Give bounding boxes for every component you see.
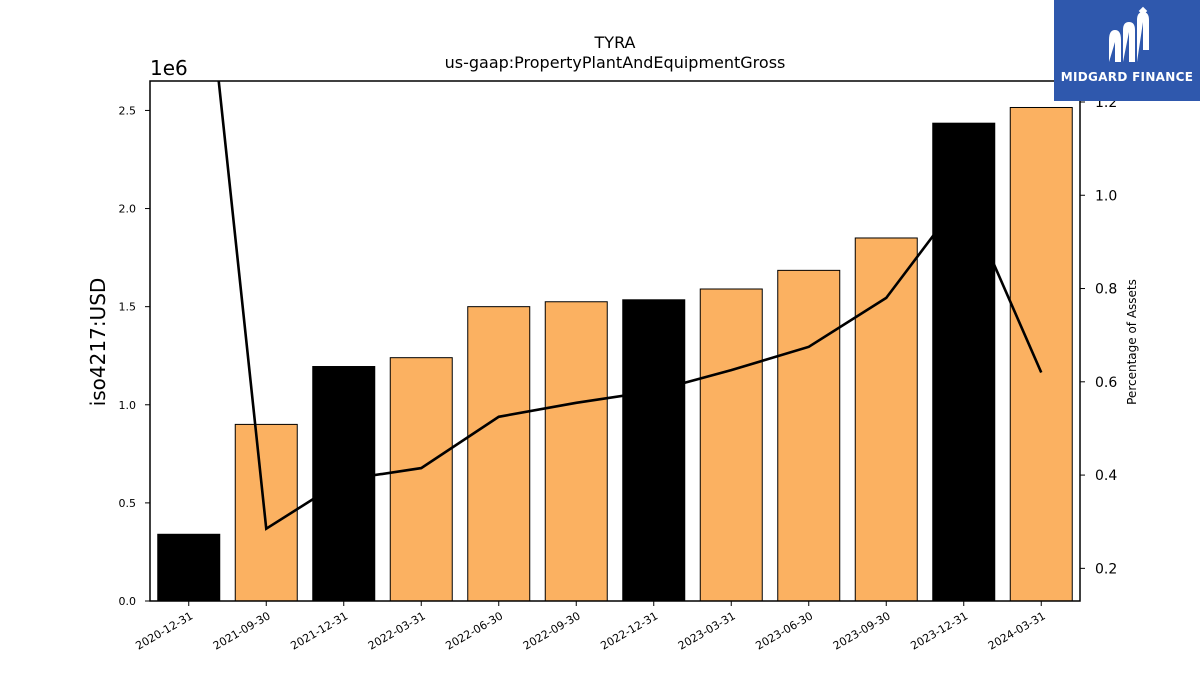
x-tick-label: 2020-12-31 (133, 609, 195, 652)
x-tick-label: 2023-03-31 (676, 609, 738, 652)
x-tick-label: 2023-09-30 (831, 609, 893, 652)
brand-name: MIDGARD FINANCE (1060, 70, 1194, 84)
x-tick-label: 2023-12-31 (908, 609, 970, 652)
bar (157, 533, 221, 602)
bar (467, 306, 531, 602)
bar (699, 288, 763, 602)
bar (234, 423, 298, 602)
bar (777, 269, 841, 602)
y2-tick-label: 0.6 (1095, 375, 1117, 391)
x-tick-label: 2022-12-31 (598, 609, 660, 652)
y-tick-label: 0.0 (119, 595, 137, 608)
x-tick-label: 2022-09-30 (521, 609, 583, 652)
y-tick-label: 2.0 (119, 203, 137, 216)
y2-tick-label: 0.4 (1095, 468, 1117, 484)
y2-tick-label: 1.0 (1095, 188, 1117, 204)
y2-tick-label: 0.2 (1095, 561, 1117, 577)
chart-title: TYRA (594, 33, 636, 52)
y2-tick-label: 0.8 (1095, 282, 1117, 298)
x-tick-label: 2023-06-30 (753, 609, 815, 652)
brand-logo: MIDGARD FINANCE (1054, 0, 1200, 101)
y-offset-label: 1e6 (150, 56, 188, 80)
bar (1009, 106, 1073, 602)
bar (312, 366, 376, 602)
bars-layer (157, 106, 1073, 602)
bar (854, 237, 918, 602)
x-tick-label: 2022-03-31 (366, 609, 428, 652)
x-tick-label: 2021-12-31 (288, 609, 350, 652)
y-tick-label: 1.0 (119, 399, 137, 412)
percentage-line (217, 81, 1043, 531)
x-tick-label: 2024-03-31 (986, 609, 1048, 652)
x-tick-label: 2022-06-30 (443, 609, 505, 652)
y2-axis-label: Percentage of Assets (1125, 279, 1139, 405)
x-tick-label: 2021-09-30 (211, 609, 273, 652)
plot-frame (149, 80, 1081, 602)
chart-subtitle: us-gaap:PropertyPlantAndEquipmentGross (445, 53, 786, 72)
line-layer (217, 81, 1043, 531)
bar (544, 301, 608, 602)
logo-mark-icon (1109, 6, 1149, 62)
bar (622, 299, 686, 602)
y-axis-label: iso4217:USD (86, 278, 110, 407)
bar (932, 122, 996, 602)
y-tick-label: 2.5 (119, 104, 137, 117)
bar (389, 357, 453, 602)
y-tick-label: 0.5 (119, 497, 137, 510)
y-tick-label: 1.5 (119, 301, 137, 314)
